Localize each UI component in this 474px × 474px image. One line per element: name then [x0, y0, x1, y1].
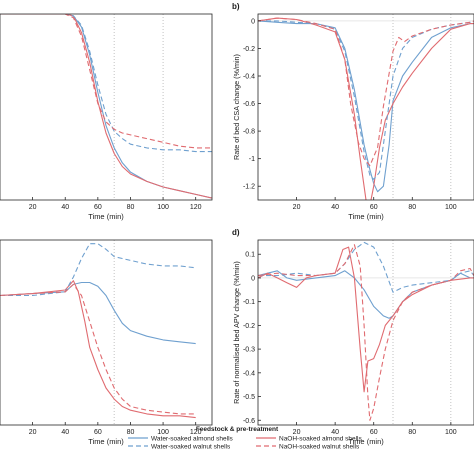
x-tick-label: 120 — [190, 429, 202, 436]
y-tick-label: 0.1 — [245, 252, 255, 259]
panel-label: d) — [232, 228, 240, 237]
x-tick-label: 100 — [157, 429, 169, 436]
x-axis-label: Time (min) — [88, 212, 124, 221]
x-tick-label: 60 — [370, 204, 378, 211]
legend-entry-water-walnut: Water-soaked walnut shells — [128, 444, 231, 451]
x-tick-label: 60 — [370, 429, 378, 436]
y-tick-label: -1.2 — [243, 184, 255, 191]
y-tick-label: -0.8 — [243, 129, 255, 136]
legend-entry-naoh-walnut: NaOH-soaked walnut shells — [256, 444, 360, 451]
x-axis-label: Time (min) — [348, 212, 384, 221]
series-group — [258, 17, 474, 200]
axes-frame — [257, 239, 474, 426]
series-line-naoh-almond — [0, 280, 196, 419]
series-line-naoh-almond — [258, 246, 474, 393]
series-line-water-almond — [258, 20, 474, 193]
x-tick-label: 20 — [293, 204, 301, 211]
y-tick-label: 0 — [251, 275, 255, 282]
series-line-naoh-walnut — [258, 244, 474, 421]
x-tick-label: 80 — [408, 204, 416, 211]
y-tick-label: -0.4 — [243, 74, 255, 81]
y-tick-label: -0.6 — [243, 101, 255, 108]
y-tick-label: 0 — [251, 18, 255, 25]
y-axis-label: Rate of normalised bed APV change (%/min… — [232, 261, 241, 404]
x-tick-label: 80 — [127, 429, 135, 436]
panel-b-csa-rate: 20 40 60 80 100 0 -0.2 -0.4 -0.6 -0.8 -1 -1.2 Time (… — [232, 2, 474, 221]
y-tick-label: -0.2 — [243, 323, 255, 330]
y-tick-label: -0.1 — [243, 299, 255, 306]
series-line-naoh-almond — [0, 14, 212, 199]
x-tick-label: 20 — [293, 429, 301, 436]
x-tick-label: 40 — [331, 429, 339, 436]
series-line-water-walnut — [258, 20, 474, 180]
axes-frame — [0, 239, 213, 426]
x-tick-label: 120 — [190, 204, 202, 211]
y-tick-label: -0.2 — [243, 46, 255, 53]
panel-c-apv-curves: 20 40 60 80 100 120 Time (min) — [0, 239, 213, 446]
x-tick-label: 100 — [445, 429, 457, 436]
series-line-naoh-walnut — [0, 14, 212, 149]
axes-frame — [0, 13, 213, 201]
panel-d-apv-rate: 20 40 60 80 100 0.1 0 -0.1 -0.2 -0.3 -0.4 -0.5 -0.6 T… — [232, 228, 474, 446]
legend-entry-naoh-almond: NaOH-soaked almond shells — [256, 436, 362, 443]
y-axis-label: Rate of bed CSA change (%/min) — [232, 54, 241, 160]
series-group — [258, 241, 474, 421]
x-tick-label: 100 — [445, 204, 457, 211]
panel-label: b) — [232, 2, 240, 11]
x-tick-label: 20 — [29, 204, 37, 211]
series-line-water-almond — [0, 14, 212, 199]
legend-label-water-almond: Water-soaked almond shells — [151, 436, 234, 443]
legend-label-naoh-almond: NaOH-soaked almond shells — [279, 436, 362, 443]
legend-label-water-walnut: Water-soaked walnut shells — [151, 444, 231, 451]
series-line-water-walnut — [0, 243, 196, 297]
x-tick-label: 40 — [331, 204, 339, 211]
y-tick-label: -0.4 — [243, 370, 255, 377]
x-axis-label: Time (min) — [88, 437, 124, 446]
legend-title: Feedstock & pre-treatment — [196, 426, 279, 433]
series-line-naoh-walnut — [0, 283, 196, 415]
x-tick-label: 20 — [29, 429, 37, 436]
x-tick-label: 60 — [94, 204, 102, 211]
series-group — [0, 243, 196, 419]
y-tick-label: -0.5 — [243, 394, 255, 401]
x-tick-label: 80 — [127, 204, 135, 211]
panel-a-csa-curves: 20 40 60 80 100 120 Time (min) — [0, 13, 213, 221]
y-tick-label: -0.3 — [243, 347, 255, 354]
x-tick-label: 80 — [408, 429, 416, 436]
x-axis-label: Time (min) — [348, 437, 384, 446]
series-line-water-walnut — [0, 14, 212, 153]
legend-entry-water-almond: Water-soaked almond shells — [128, 436, 234, 443]
y-tick-label: -0.6 — [243, 418, 255, 425]
series-line-naoh-walnut — [258, 17, 474, 167]
axes-frame — [257, 13, 474, 201]
series-group — [0, 14, 212, 199]
legend-label-naoh-walnut: NaOH-soaked walnut shells — [279, 444, 360, 451]
series-line-naoh-almond — [258, 17, 474, 200]
y-tick-label: -1 — [249, 156, 255, 163]
x-tick-label: 40 — [61, 429, 69, 436]
x-tick-label: 100 — [157, 204, 169, 211]
series-line-water-almond — [0, 281, 196, 345]
legend: Feedstock & pre-treatment Water-soaked a… — [128, 426, 362, 451]
x-tick-label: 60 — [94, 429, 102, 436]
x-tick-label: 40 — [61, 204, 69, 211]
